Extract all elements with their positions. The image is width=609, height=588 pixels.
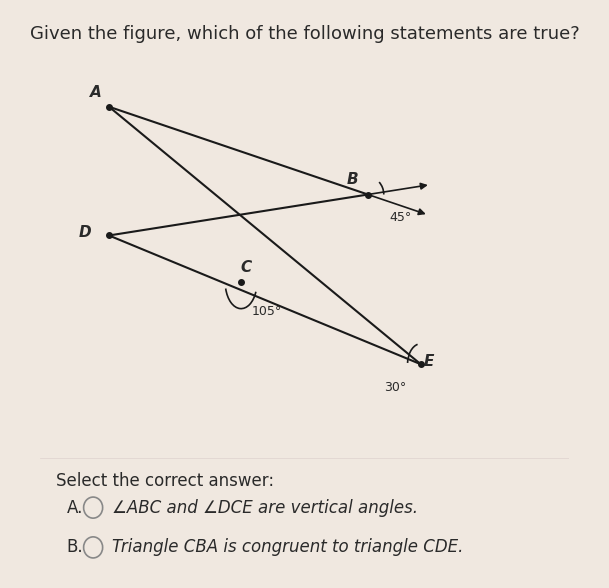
Text: ∠ABC and ∠DCE are vertical angles.: ∠ABC and ∠DCE are vertical angles. (111, 499, 418, 517)
Text: 105°: 105° (252, 305, 282, 318)
Text: Given the figure, which of the following statements are true?: Given the figure, which of the following… (30, 25, 579, 43)
Text: E: E (423, 354, 434, 369)
Text: 30°: 30° (384, 381, 406, 394)
Text: C: C (241, 260, 252, 275)
Text: A.: A. (67, 499, 83, 517)
Text: 45°: 45° (389, 212, 411, 225)
Text: A: A (90, 85, 102, 99)
Text: B.: B. (67, 539, 83, 556)
Text: Select the correct answer:: Select the correct answer: (56, 473, 274, 490)
Text: Triangle CBA is congruent to triangle CDE.: Triangle CBA is congruent to triangle CD… (111, 539, 463, 556)
Text: B: B (347, 172, 358, 188)
Text: D: D (79, 225, 91, 240)
